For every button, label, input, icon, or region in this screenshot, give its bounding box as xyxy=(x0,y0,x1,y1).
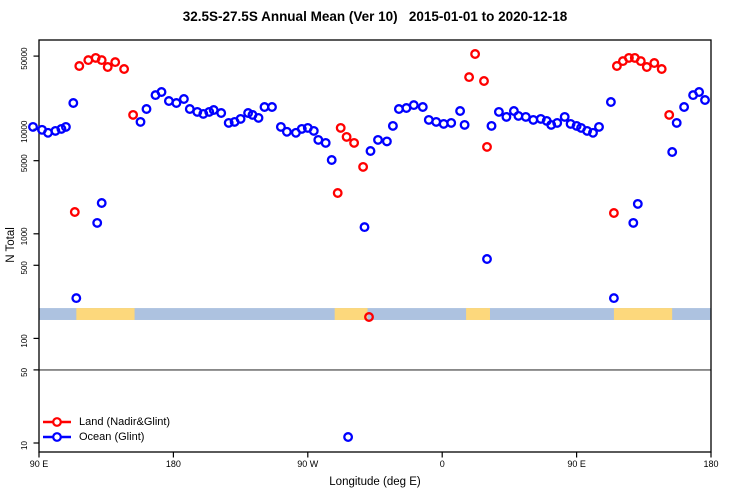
legend-label-ocean: Ocean (Glint) xyxy=(79,430,145,443)
svg-text:500: 500 xyxy=(20,261,29,275)
svg-text:10: 10 xyxy=(20,441,29,450)
svg-text:90 E: 90 E xyxy=(30,459,49,469)
legend: Land (Nadir&Glint) Ocean (Glint) xyxy=(42,414,170,444)
svg-text:90 E: 90 E xyxy=(567,459,586,469)
legend-item-ocean: Ocean (Glint) xyxy=(42,429,170,444)
ocean-series-marker-icon xyxy=(43,431,71,442)
svg-text:1000: 1000 xyxy=(20,227,29,245)
svg-text:100: 100 xyxy=(20,334,29,348)
svg-text:10000: 10000 xyxy=(20,120,29,143)
y-axis-title: N Total xyxy=(5,227,17,263)
legend-item-land: Land (Nadir&Glint) xyxy=(42,414,170,429)
svg-text:5000: 5000 xyxy=(20,154,29,172)
x-axis-title: Longitude (deg E) xyxy=(329,476,421,488)
chart-title: 32.5S-27.5S Annual Mean (Ver 10) 2015-01… xyxy=(182,9,568,24)
svg-text:180: 180 xyxy=(166,459,181,469)
svg-text:90 W: 90 W xyxy=(297,459,319,469)
svg-text:0: 0 xyxy=(440,459,445,469)
svg-text:180: 180 xyxy=(703,459,718,469)
svg-text:50000: 50000 xyxy=(20,47,29,70)
land-series-marker-icon xyxy=(43,416,71,427)
legend-label-land: Land (Nadir&Glint) xyxy=(79,415,171,428)
svg-text:50: 50 xyxy=(20,367,29,376)
